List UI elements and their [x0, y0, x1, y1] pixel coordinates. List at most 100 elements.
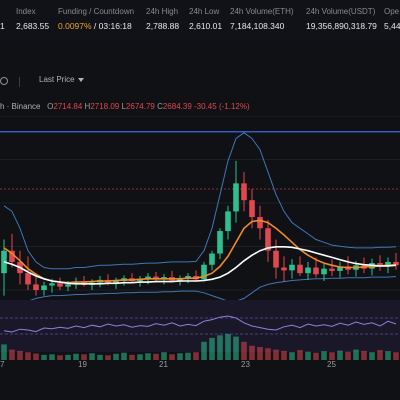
high-label-ohlc: H [84, 102, 91, 111]
volume-usdt-label: 24h Volume(USDT) [306, 7, 376, 16]
volume-eth-stat: 24h Volume(ETH) 7,184,108.340 [230, 6, 294, 32]
volume-bar [321, 351, 327, 360]
candle-body [185, 275, 191, 279]
symbol-exchange: h · Binance [0, 102, 41, 111]
candle-body [201, 264, 207, 280]
high-label: 24h High [146, 7, 179, 16]
volume-bar [177, 353, 183, 360]
candle-body [273, 250, 279, 268]
price-chart[interactable] [0, 116, 400, 360]
volume-bar [361, 350, 367, 360]
ticker-header: 1 Index 2,683.55 Funding / Countdown 0.0… [0, 0, 400, 40]
volume-bar [65, 354, 71, 360]
candle-body [313, 267, 319, 275]
volume-eth-label: 24h Volume(ETH) [230, 7, 294, 16]
candle-body [265, 228, 271, 251]
volume-bar [385, 351, 391, 360]
volume-bar [329, 352, 335, 360]
volume-bar [265, 348, 271, 360]
candle-body [217, 231, 223, 254]
volume-bar [249, 345, 255, 360]
candle-body [65, 284, 71, 287]
volume-bar [257, 347, 263, 360]
volume-bar [113, 353, 119, 360]
volume-bar [89, 353, 95, 360]
candle-body [233, 183, 239, 212]
volume-bar [153, 353, 159, 360]
candle-body [209, 253, 215, 265]
candle-body [225, 211, 231, 232]
low-label: 24h Low [189, 7, 220, 16]
ohlc-legend: h · Binance O2714.84 H2718.09 L2674.79 C… [0, 102, 250, 111]
volume-bar [49, 354, 55, 360]
volume-bar [1, 344, 7, 360]
volume-bar [313, 352, 319, 360]
volume-bar [145, 353, 151, 360]
volume-bar [393, 352, 399, 360]
indicator-icon[interactable] [0, 77, 8, 85]
candle-body [337, 266, 343, 271]
open-label: O [47, 102, 54, 111]
index-label: Index [16, 7, 36, 16]
candle-body [113, 281, 119, 284]
candle-body [385, 261, 391, 267]
candle-body [49, 283, 55, 286]
volume-bar [377, 350, 383, 360]
candle-body [249, 200, 255, 218]
volume-bar [273, 349, 279, 360]
chart-toolbar: Last Price [0, 74, 400, 90]
volume-bar [97, 354, 103, 360]
candle-body [241, 183, 247, 201]
volume-bar [73, 353, 79, 360]
change-percent: (-1.12%) [218, 102, 250, 111]
open-value: 2714.84 [53, 102, 83, 111]
candle-body [153, 276, 159, 280]
time-axis: 7 19 21 23 25 [0, 360, 400, 374]
open-interest-label: Ope [384, 7, 400, 16]
candle-body [9, 250, 15, 262]
x-tick: 7 [0, 360, 5, 369]
volume-bar [137, 354, 143, 360]
candle-body [257, 217, 263, 229]
volume-bar [17, 350, 23, 360]
candle-body [33, 284, 39, 290]
close-value-ohlc: 2684.39 [162, 102, 192, 111]
index-value: 2,683.55 [16, 21, 50, 31]
volume-bar [129, 354, 135, 360]
chevron-down-icon[interactable] [78, 78, 84, 82]
funding-countdown: 03:16:18 [98, 21, 132, 31]
candle-body [393, 261, 399, 266]
volume-bar [281, 350, 287, 360]
volume-bar [297, 350, 303, 360]
volume-bar [161, 352, 167, 360]
band-lower-line [4, 276, 397, 308]
open-interest-stat: Ope 5,44 [384, 6, 400, 32]
open-interest-value: 5,44 [384, 21, 400, 31]
toolbar-divider [19, 77, 20, 87]
volume-bar [41, 354, 47, 360]
volume-bar [121, 352, 127, 360]
index-stat: Index 2,683.55 [16, 6, 49, 32]
funding-stat: Funding / Countdown 0.0097% / 03:16:18 [58, 6, 134, 32]
volume-bar [217, 335, 223, 360]
rsi-panel-bg [0, 300, 400, 352]
volume-bar [353, 349, 359, 360]
volume-eth-value: 7,184,108.340 [230, 21, 285, 31]
low-stat: 24h Low 2,610.01 [189, 6, 222, 32]
funding-rate: 0.0097% [58, 21, 92, 31]
funding-separator: / [91, 21, 99, 31]
band-upper-line [3, 132, 397, 270]
volume-bar [201, 341, 207, 360]
ma-white-line [3, 246, 397, 285]
volume-bar [57, 355, 63, 360]
x-tick: 23 [241, 360, 250, 369]
volume-bar [33, 353, 39, 360]
volume-bar [193, 352, 199, 360]
volume-bar [369, 352, 375, 360]
volume-usdt-value: 19,356,890,318.79 [306, 21, 377, 31]
candle-body [305, 267, 311, 274]
price-type-dropdown[interactable]: Last Price [39, 75, 75, 84]
volume-bar [289, 352, 295, 360]
volume-bar [81, 354, 87, 360]
volume-bar [241, 341, 247, 360]
